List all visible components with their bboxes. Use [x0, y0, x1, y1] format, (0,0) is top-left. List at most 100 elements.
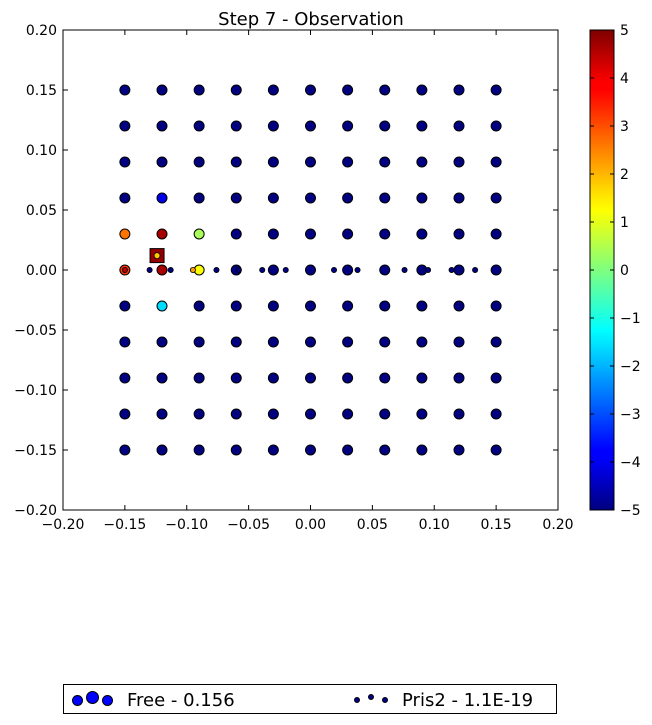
legend-marker-free-medium [86, 690, 99, 704]
small-point [259, 266, 266, 273]
grid-point [267, 84, 279, 96]
grid-point [305, 156, 316, 168]
grid-point [119, 156, 131, 168]
grid-point [267, 120, 279, 132]
grid-point [379, 156, 391, 168]
grid-point [119, 408, 131, 420]
grid-point [156, 120, 168, 132]
grid-point [305, 120, 316, 132]
grid-point [119, 84, 131, 96]
grid-point [379, 264, 391, 276]
y-tick-label: 0.20 [26, 23, 57, 39]
grid-point [305, 300, 316, 312]
grid-point [193, 120, 205, 132]
grid-point [416, 372, 428, 384]
grid-point [267, 228, 279, 240]
x-tick-label: 0.00 [295, 517, 326, 533]
y-tick-label: −0.05 [14, 323, 57, 339]
grid-point [193, 84, 205, 96]
grid-point [342, 264, 354, 276]
small-point [448, 266, 455, 273]
legend-entry-free: Free - 0.156 [72, 688, 235, 712]
grid-point [305, 444, 316, 456]
colorbar-tick-label: 2 [620, 167, 629, 183]
small-point [401, 266, 408, 273]
grid-point [305, 84, 316, 96]
grid-point [453, 444, 465, 456]
grid-point [193, 156, 205, 168]
grid-point [379, 408, 391, 420]
small-point [472, 266, 479, 273]
grid-point [267, 372, 279, 384]
grid-point [193, 372, 205, 384]
grid-point [267, 264, 279, 276]
x-tick-label: 0.10 [419, 517, 450, 533]
grid-point [453, 336, 465, 348]
y-tick-label: −0.15 [14, 443, 57, 459]
grid-point [416, 120, 428, 132]
grid-point [342, 84, 354, 96]
legend-marker-pris2-1 [354, 697, 360, 703]
grid-point [416, 336, 428, 348]
grid-point [119, 444, 131, 456]
x-tick-label: −0.10 [165, 517, 208, 533]
grid-point [230, 372, 242, 384]
y-tick-label: 0.15 [26, 83, 57, 99]
x-tick-label: −0.20 [42, 517, 85, 533]
small-point [425, 266, 432, 273]
colorbar-tick-label: 5 [620, 23, 629, 39]
grid-point [342, 444, 354, 456]
grid-point [305, 372, 316, 384]
colorbar-tick-label: 0 [620, 263, 629, 279]
grid-point [379, 228, 391, 240]
grid-point [379, 336, 391, 348]
small-point [354, 266, 361, 273]
observation-marker-dot [153, 252, 161, 260]
grid-point [490, 264, 502, 276]
grid-point [416, 192, 428, 204]
legend-marker-pris2-2 [368, 694, 374, 700]
chart-title: Step 7 - Observation [218, 9, 404, 30]
x-tick-label: −0.15 [103, 517, 146, 533]
grid-point [156, 84, 168, 96]
grid-point [453, 120, 465, 132]
grid-point [119, 120, 131, 132]
legend: Free - 0.156 Pris2 - 1.1E-19 [63, 684, 557, 714]
small-point [213, 266, 220, 273]
grid-point [230, 444, 242, 456]
grid-point [490, 156, 502, 168]
grid-point [156, 228, 168, 240]
grid-point [119, 228, 131, 240]
colorbar-tick-label: 1 [620, 215, 629, 231]
grid-point [453, 228, 465, 240]
grid-point [453, 192, 465, 204]
grid-point [193, 408, 205, 420]
grid-point [490, 228, 502, 240]
grid-point [267, 300, 279, 312]
grid-point [230, 156, 242, 168]
x-tick-label: 0.20 [542, 517, 573, 533]
grid-point [453, 408, 465, 420]
grid-point [156, 156, 168, 168]
grid-point [490, 336, 502, 348]
grid-point [156, 408, 168, 420]
grid-point [342, 336, 354, 348]
small-point [167, 266, 174, 273]
grid-point [230, 192, 242, 204]
grid-point [342, 408, 354, 420]
grid-point [379, 120, 391, 132]
grid-point [342, 156, 354, 168]
grid-point [416, 84, 428, 96]
grid-point [119, 372, 131, 384]
grid-point [305, 336, 316, 348]
grid-point [267, 336, 279, 348]
grid-point [193, 192, 205, 204]
grid-point [305, 408, 316, 420]
grid-point [416, 300, 428, 312]
x-tick-label: 0.15 [481, 517, 512, 533]
grid-point [267, 156, 279, 168]
colorbar-tick-label: −2 [620, 359, 641, 375]
x-tick-label: −0.05 [227, 517, 270, 533]
y-tick-label: −0.10 [14, 383, 57, 399]
grid-point [490, 120, 502, 132]
